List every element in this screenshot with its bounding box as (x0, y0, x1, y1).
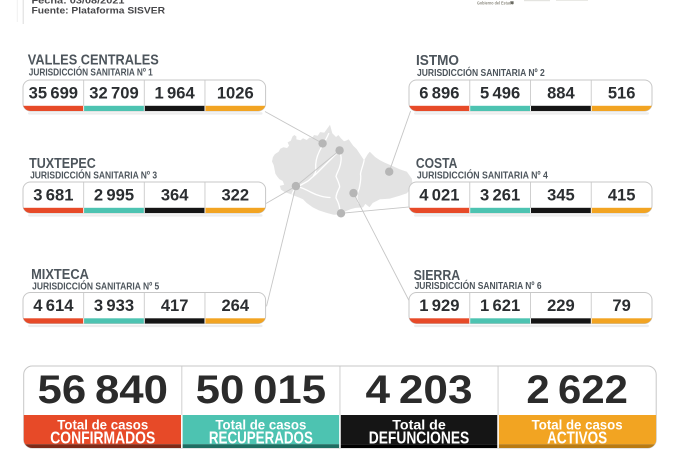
svg-text:ACTIVOS: ACTIVOS (547, 427, 607, 447)
svg-text:RECUPERADOS: RECUPERADOS (209, 427, 313, 447)
svg-text:1 621: 1 621 (480, 296, 520, 315)
svg-text:79: 79 (612, 296, 630, 315)
svg-text:JURISDICCIÓN SANITARIA Nº 6: JURISDICCIÓN SANITARIA Nº 6 (415, 279, 542, 292)
svg-text:56 840: 56 840 (38, 368, 169, 412)
svg-text:SIERRA: SIERRA (414, 267, 461, 284)
svg-text:3 933: 3 933 (94, 296, 134, 315)
svg-text:3 261: 3 261 (480, 186, 520, 205)
svg-text:516: 516 (608, 84, 636, 103)
svg-text:CONFIRMADOS: CONFIRMADOS (50, 427, 155, 447)
svg-text:TUXTEPEC: TUXTEPEC (29, 155, 96, 172)
svg-text:322: 322 (221, 186, 249, 205)
svg-text:Total de casos: Total de casos (532, 416, 623, 432)
svg-text:VALLES CENTRALES: VALLES CENTRALES (28, 51, 159, 68)
svg-text:6 896: 6 896 (419, 84, 459, 103)
svg-text:1 929: 1 929 (419, 296, 459, 315)
svg-text:345: 345 (547, 186, 575, 205)
svg-text:ISTMO: ISTMO (416, 52, 459, 69)
svg-text:Fecha: 03/08/2021: Fecha: 03/08/2021 (32, 0, 126, 6)
svg-text:JURISDICCIÓN SANITARIA Nº 5: JURISDICCIÓN SANITARIA Nº 5 (32, 280, 159, 293)
svg-text:JURISDICCIÓN SANITARIA Nº 2: JURISDICCIÓN SANITARIA Nº 2 (417, 66, 545, 79)
svg-text:Fuente: Plataforma SISVER: Fuente: Plataforma SISVER (32, 6, 166, 17)
svg-text:5 496: 5 496 (480, 84, 520, 103)
svg-text:884: 884 (547, 84, 575, 103)
svg-text:MIXTECA: MIXTECA (31, 266, 89, 283)
svg-text:1 964: 1 964 (155, 84, 196, 103)
svg-text:4 021: 4 021 (419, 186, 459, 205)
svg-text:3 681: 3 681 (33, 186, 73, 205)
svg-text:Gobierno del Estado: Gobierno del Estado (477, 1, 514, 6)
svg-text:DEFUNCIONES: DEFUNCIONES (369, 427, 470, 447)
svg-text:32 709: 32 709 (89, 84, 138, 103)
svg-text:JURISDICCIÓN SANITARIA Nº 1: JURISDICCIÓN SANITARIA Nº 1 (29, 65, 153, 78)
svg-text:50 015: 50 015 (196, 368, 327, 412)
svg-text:Total de: Total de (392, 416, 446, 432)
svg-text:Total de casos: Total de casos (215, 416, 306, 432)
svg-text:4 614: 4 614 (33, 296, 74, 315)
svg-text:2 995: 2 995 (94, 186, 134, 205)
svg-text:Total de casos: Total de casos (57, 416, 148, 432)
svg-text:4 203: 4 203 (366, 368, 473, 412)
svg-text:229: 229 (547, 296, 575, 315)
svg-text:415: 415 (608, 186, 636, 205)
svg-text:264: 264 (221, 296, 249, 315)
svg-text:364: 364 (161, 186, 189, 205)
svg-text:35 699: 35 699 (29, 84, 78, 103)
svg-text:JURISDICCIÓN SANITARIA Nº 3: JURISDICCIÓN SANITARIA Nº 3 (30, 168, 157, 181)
svg-text:2 622: 2 622 (526, 368, 628, 412)
svg-text:1026: 1026 (217, 84, 254, 103)
svg-text:JURISDICCIÓN SANITARIA Nº 4: JURISDICCIÓN SANITARIA Nº 4 (417, 169, 548, 182)
svg-text:417: 417 (161, 296, 189, 315)
svg-text:COSTA: COSTA (416, 155, 458, 172)
